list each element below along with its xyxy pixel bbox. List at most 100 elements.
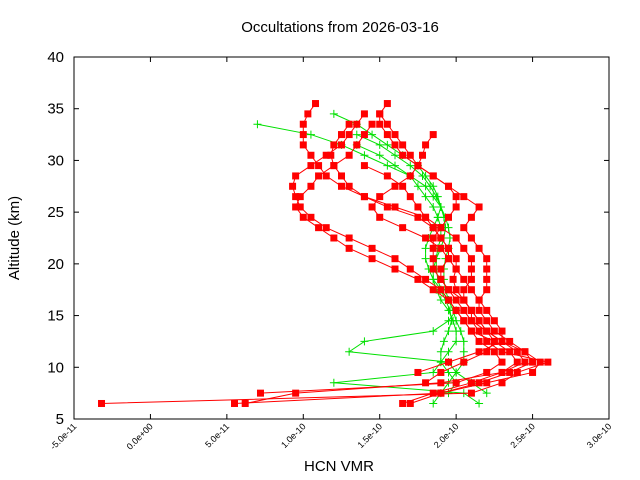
square-marker	[498, 327, 506, 335]
plus-marker	[368, 130, 377, 139]
square-marker	[360, 131, 368, 139]
profiles-red-profile	[368, 131, 506, 376]
square-marker	[437, 224, 445, 232]
plus-marker	[375, 151, 384, 160]
y-axis-label: Altitude (km)	[6, 196, 23, 280]
square-marker	[429, 131, 437, 139]
square-marker	[422, 141, 430, 149]
square-marker	[467, 327, 475, 335]
square-marker	[376, 193, 384, 201]
square-marker	[368, 120, 376, 128]
square-marker	[292, 193, 300, 201]
square-marker	[483, 379, 491, 387]
square-marker	[368, 255, 376, 263]
plus-marker	[352, 130, 361, 139]
y-tick-label: 15	[47, 308, 64, 325]
square-marker	[376, 110, 384, 118]
y-tick-label: 40	[47, 49, 64, 66]
square-marker	[483, 286, 491, 294]
square-marker	[429, 234, 437, 242]
square-marker	[498, 379, 506, 387]
square-marker	[475, 244, 483, 252]
square-marker	[483, 306, 491, 314]
square-marker	[449, 275, 457, 283]
square-marker	[345, 151, 353, 159]
plus-marker	[452, 337, 461, 346]
plus-marker	[329, 378, 338, 387]
plus-marker	[433, 213, 442, 222]
square-marker	[460, 306, 468, 314]
square-marker	[338, 182, 345, 190]
square-marker	[296, 203, 304, 211]
square-marker	[529, 358, 537, 366]
square-marker	[452, 296, 460, 304]
x-tick-label: 1.5e-10	[355, 421, 384, 450]
square-marker	[315, 224, 323, 232]
plus-marker	[306, 130, 315, 139]
x-axis-label: HCN VMR	[304, 458, 374, 475]
square-marker	[360, 193, 368, 201]
square-marker	[360, 162, 368, 170]
square-marker	[437, 286, 445, 294]
square-marker	[345, 120, 353, 128]
square-marker	[322, 151, 330, 159]
square-marker	[452, 203, 460, 211]
square-marker	[391, 141, 399, 149]
square-marker	[490, 317, 498, 325]
square-marker	[490, 327, 498, 335]
y-tick-label: 30	[47, 152, 64, 169]
square-marker	[544, 358, 552, 366]
square-marker	[483, 368, 491, 376]
square-marker	[391, 182, 399, 190]
square-marker	[445, 358, 452, 366]
square-marker	[383, 100, 391, 108]
square-marker	[513, 368, 521, 376]
square-marker	[422, 234, 430, 242]
plus-marker	[452, 327, 461, 336]
plus-marker	[444, 389, 453, 398]
square-marker	[445, 213, 452, 221]
square-marker	[483, 337, 491, 345]
x-tick-label: 5.0e-11	[203, 421, 231, 449]
plus-marker	[391, 151, 399, 160]
square-marker	[490, 348, 498, 356]
plus-marker	[421, 192, 430, 201]
plus-marker	[482, 389, 491, 398]
square-marker	[483, 317, 491, 325]
square-marker	[475, 317, 483, 325]
square-marker	[467, 213, 475, 221]
square-marker	[376, 120, 384, 128]
square-marker	[399, 224, 407, 232]
square-marker	[429, 389, 437, 397]
y-tick-label: 25	[47, 204, 64, 221]
square-marker	[429, 255, 437, 263]
square-marker	[475, 379, 483, 387]
plus-marker	[421, 254, 430, 263]
square-marker	[445, 296, 452, 304]
square-marker	[406, 399, 414, 407]
square-marker	[330, 141, 338, 149]
square-marker	[467, 306, 475, 314]
plus-marker	[418, 171, 427, 180]
plus-marker	[421, 244, 430, 253]
square-marker	[467, 255, 475, 263]
square-marker	[399, 151, 407, 159]
square-marker	[452, 234, 460, 242]
square-marker	[529, 368, 537, 376]
square-marker	[322, 172, 330, 180]
plus-marker	[447, 316, 456, 325]
square-marker	[296, 193, 304, 201]
square-marker	[299, 141, 307, 149]
square-marker	[452, 265, 460, 273]
profiles-red-profile	[241, 110, 521, 407]
square-marker	[414, 203, 422, 211]
square-marker	[322, 224, 330, 232]
square-marker	[338, 141, 345, 149]
square-marker	[460, 193, 468, 201]
square-marker	[498, 348, 506, 356]
square-marker	[315, 162, 323, 170]
square-marker	[422, 275, 430, 283]
square-marker	[414, 213, 422, 221]
square-marker	[422, 379, 430, 387]
square-marker	[391, 131, 399, 139]
